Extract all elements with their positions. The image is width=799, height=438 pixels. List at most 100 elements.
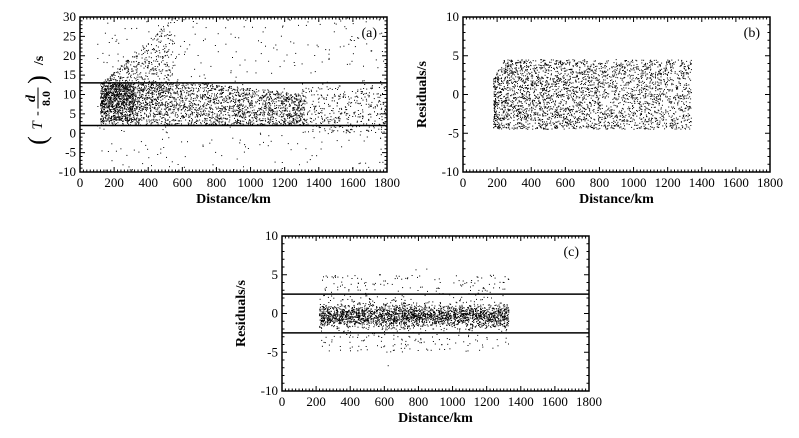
data-point (268, 99, 270, 101)
data-point (137, 100, 139, 102)
data-point (105, 80, 107, 82)
data-point (274, 93, 276, 95)
data-point (348, 96, 349, 98)
data-point (361, 92, 363, 94)
data-point (658, 78, 660, 80)
data-point (130, 64, 132, 66)
data-point (530, 62, 532, 64)
data-point (156, 103, 158, 105)
data-point (265, 45, 266, 47)
data-point (525, 80, 527, 82)
data-point (165, 103, 166, 105)
data-point (109, 90, 111, 92)
data-point (282, 91, 284, 93)
data-point (131, 28, 133, 30)
data-point (561, 81, 563, 83)
data-point (147, 92, 149, 93)
data-point (189, 100, 191, 102)
data-point (128, 96, 130, 98)
data-point (147, 102, 149, 104)
data-point (296, 121, 298, 122)
data-point (109, 103, 111, 105)
data-point (122, 100, 124, 102)
data-point (106, 91, 108, 93)
data-point (673, 113, 675, 115)
x-tick-label: 1000 (238, 175, 264, 190)
data-point (127, 76, 129, 78)
data-point (278, 115, 280, 117)
data-point (145, 123, 147, 125)
data-point (143, 89, 145, 91)
data-point (188, 124, 190, 125)
data-point (330, 116, 332, 118)
data-point (105, 94, 107, 96)
data-point (214, 113, 216, 115)
data-point (142, 83, 144, 85)
data-point (676, 86, 678, 88)
data-point (120, 98, 122, 100)
data-point (138, 106, 140, 108)
data-point (576, 95, 577, 97)
data-point (551, 112, 553, 114)
data-point (528, 103, 530, 105)
data-point (150, 110, 152, 112)
data-point (249, 111, 251, 113)
data-point (246, 109, 248, 111)
data-point (258, 103, 260, 105)
data-point (255, 60, 257, 62)
data-point (597, 104, 599, 106)
data-point (358, 163, 360, 165)
data-point (256, 114, 258, 116)
data-point (126, 88, 128, 90)
data-point (111, 37, 113, 39)
data-point (294, 104, 296, 106)
data-point (497, 115, 499, 117)
data-point (144, 78, 146, 80)
data-point (289, 122, 291, 124)
data-point (321, 61, 323, 63)
data-point (133, 90, 135, 92)
data-point (102, 101, 104, 103)
data-point (140, 118, 142, 120)
data-point (384, 108, 386, 110)
data-point (249, 114, 251, 116)
data-point (271, 100, 273, 102)
data-point (656, 94, 658, 95)
data-point (110, 88, 112, 90)
data-point (107, 151, 109, 152)
data-point (269, 123, 270, 125)
data-point (379, 96, 381, 98)
data-point (109, 101, 111, 103)
data-point (166, 111, 168, 113)
data-point (239, 142, 241, 144)
data-point (131, 94, 133, 96)
data-point (172, 109, 174, 110)
data-point (507, 113, 509, 115)
data-point (141, 102, 143, 104)
data-point (221, 86, 223, 87)
data-point (181, 88, 183, 90)
data-point (291, 101, 293, 103)
data-point (112, 100, 114, 102)
data-point (343, 131, 345, 133)
data-point (197, 109, 199, 111)
data-point (144, 97, 146, 99)
data-point (271, 115, 273, 117)
data-point (128, 72, 130, 74)
data-point (125, 86, 127, 88)
data-point (344, 112, 345, 114)
data-point (242, 123, 244, 125)
data-point (305, 92, 307, 93)
data-point (155, 70, 157, 71)
data-point (159, 42, 161, 43)
data-point (217, 106, 219, 108)
data-point (563, 109, 565, 111)
data-point (166, 123, 167, 125)
data-point (101, 86, 102, 87)
data-point (371, 86, 373, 88)
data-point (167, 91, 169, 93)
data-point (262, 123, 264, 125)
data-point (161, 103, 163, 105)
data-point (211, 123, 213, 125)
data-point (232, 98, 234, 100)
